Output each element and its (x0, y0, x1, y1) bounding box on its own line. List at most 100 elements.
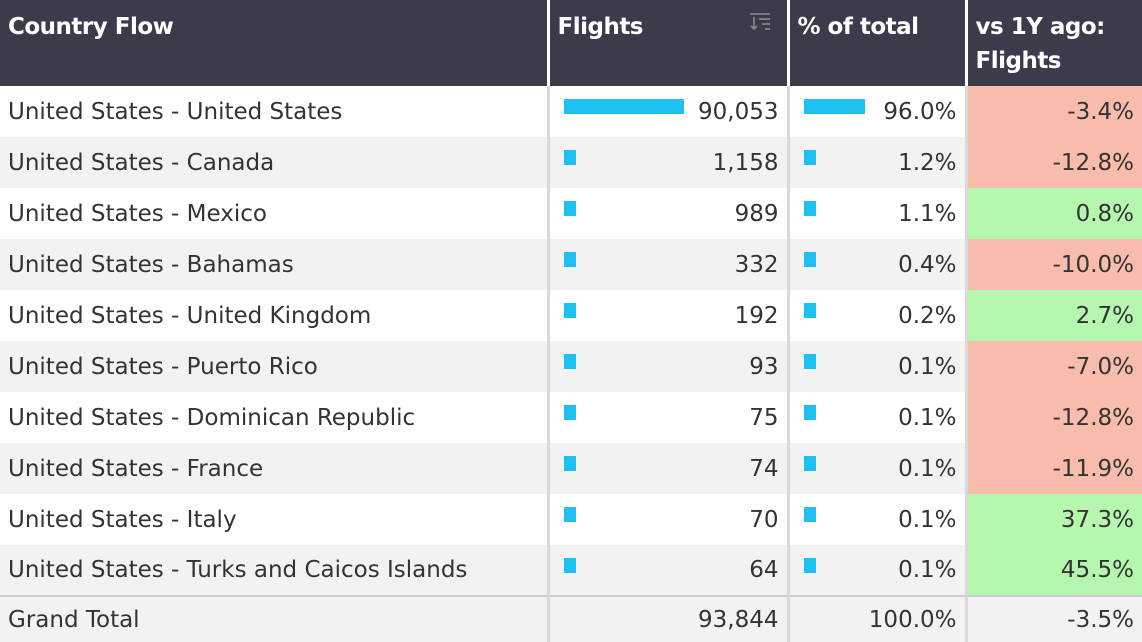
table-row[interactable]: United States - United Kingdom 192 0.2% 2.7… (0, 290, 1142, 341)
grand-total-flights: 93,844 (548, 595, 790, 642)
pct-total-cell: 0.2% (788, 290, 968, 341)
flights-bar (563, 150, 576, 165)
vs-1y-cell: -3.4% (966, 86, 1142, 137)
flights-bar (563, 558, 576, 573)
flights-cell: 1,158 (548, 137, 790, 188)
flights-bar (563, 507, 576, 522)
pct-bar (803, 558, 816, 573)
header-label: % of total (797, 14, 920, 40)
table-body: United States - United States 90,053 96.0%… (0, 86, 1142, 596)
flights-cell: 74 (548, 443, 790, 494)
flights-value: 90,053 (698, 98, 779, 125)
header-vs-1y[interactable]: vs 1Y ago: Flights (966, 0, 1142, 86)
table-row[interactable]: United States - Puerto Rico 93 0.1% -7.0% (0, 341, 1142, 392)
grand-total-row: Grand Total 93,844 100.0% -3.5% (0, 595, 1142, 642)
flights-cell: 989 (548, 188, 790, 239)
flights-value: 64 (749, 557, 779, 583)
pct-value: 0.1% (898, 353, 957, 380)
vs-1y-cell: -10.0% (966, 239, 1142, 290)
country-flow-cell: United States - Italy (0, 494, 550, 545)
pct-value: 0.4% (898, 251, 957, 278)
flights-value: 74 (749, 455, 779, 482)
pct-bar (803, 252, 816, 267)
pct-value: 96.0% (883, 98, 957, 125)
pct-bar (803, 507, 816, 522)
pct-value: 0.1% (898, 506, 957, 533)
pct-bar (803, 201, 816, 216)
header-pct-total[interactable]: % of total (788, 0, 968, 86)
header-flights[interactable]: Flights (548, 0, 790, 86)
flights-cell: 64 (548, 545, 790, 596)
header-row: Country Flow Flights % of total vs 1Y ag… (0, 0, 1142, 86)
table-row[interactable]: United States - Dominican Republic 75 0.1%… (0, 392, 1142, 443)
pct-bar (803, 99, 865, 114)
pct-total-cell: 0.1% (788, 545, 968, 596)
header-label: vs 1Y ago: Flights (975, 14, 1106, 74)
flights-cell: 93 (548, 341, 790, 392)
vs-1y-cell: 0.8% (966, 188, 1142, 239)
pct-value: 0.1% (898, 455, 957, 482)
header-country-flow[interactable]: Country Flow (0, 0, 550, 86)
pct-total-cell: 0.1% (788, 494, 968, 545)
country-flow-cell: United States - Canada (0, 137, 550, 188)
table-row[interactable]: United States - Italy 70 0.1% 37.3% (0, 494, 1142, 545)
pct-total-cell: 0.1% (788, 443, 968, 494)
country-flow-cell: United States - United States (0, 86, 550, 137)
grand-total-label: Grand Total (0, 595, 550, 642)
vs-1y-cell: -11.9% (966, 443, 1142, 494)
pct-bar (803, 405, 816, 420)
header-label: Country Flow (8, 14, 174, 40)
flights-bar (563, 303, 576, 318)
country-flow-cell: United States - Dominican Republic (0, 392, 550, 443)
pct-bar (803, 354, 816, 369)
flights-bar (563, 354, 576, 369)
pct-value: 0.2% (898, 302, 957, 329)
vs-1y-cell: 45.5% (966, 545, 1142, 596)
flights-bar (563, 252, 576, 267)
flights-value: 75 (749, 404, 779, 431)
flights-cell: 75 (548, 392, 790, 443)
table-row[interactable]: United States - Mexico 989 1.1% 0.8% (0, 188, 1142, 239)
country-flow-cell: United States - Bahamas (0, 239, 550, 290)
country-flow-cell: United States - Mexico (0, 188, 550, 239)
flights-cell: 332 (548, 239, 790, 290)
flights-bar (563, 99, 684, 114)
table-row[interactable]: United States - Turks and Caicos Islands… (0, 545, 1142, 596)
country-flow-cell: United States - France (0, 443, 550, 494)
flights-value: 1,158 (712, 149, 779, 176)
table-row[interactable]: United States - Bahamas 332 0.4% -10.0% (0, 239, 1142, 290)
vs-1y-cell: 37.3% (966, 494, 1142, 545)
vs-1y-cell: 2.7% (966, 290, 1142, 341)
pct-bar (803, 150, 816, 165)
header-label: Flights (557, 14, 644, 40)
pct-bar (803, 456, 816, 471)
pct-total-cell: 0.1% (788, 341, 968, 392)
pct-total-cell: 0.4% (788, 239, 968, 290)
pct-total-cell: 96.0% (788, 86, 968, 137)
flights-bar (563, 405, 576, 420)
flights-cell: 70 (548, 494, 790, 545)
vs-1y-cell: -7.0% (966, 341, 1142, 392)
flights-value: 93 (749, 353, 779, 380)
flights-bar (563, 201, 576, 216)
table-row[interactable]: United States - France 74 0.1% -11.9% (0, 443, 1142, 494)
flights-cell: 90,053 (548, 86, 790, 137)
pct-value: 1.1% (898, 200, 957, 227)
table-row[interactable]: United States - Canada 1,158 1.2% -12.8% (0, 137, 1142, 188)
pct-value: 0.1% (898, 404, 957, 431)
country-flow-cell: United States - Puerto Rico (0, 341, 550, 392)
sort-descending-icon[interactable] (749, 12, 771, 30)
pct-total-cell: 0.1% (788, 392, 968, 443)
flights-cell: 192 (548, 290, 790, 341)
flights-value: 989 (734, 200, 779, 227)
flights-value: 192 (734, 302, 779, 329)
pct-bar (803, 303, 816, 318)
grand-total-pct: 100.0% (788, 595, 968, 642)
grand-total-vs-1y: -3.5% (966, 595, 1142, 642)
table-row[interactable]: United States - United States 90,053 96.0%… (0, 86, 1142, 137)
pct-total-cell: 1.2% (788, 137, 968, 188)
pct-value: 0.1% (898, 557, 957, 583)
flights-value: 332 (734, 251, 779, 278)
country-flow-cell: United States - Turks and Caicos Islands (0, 545, 550, 596)
